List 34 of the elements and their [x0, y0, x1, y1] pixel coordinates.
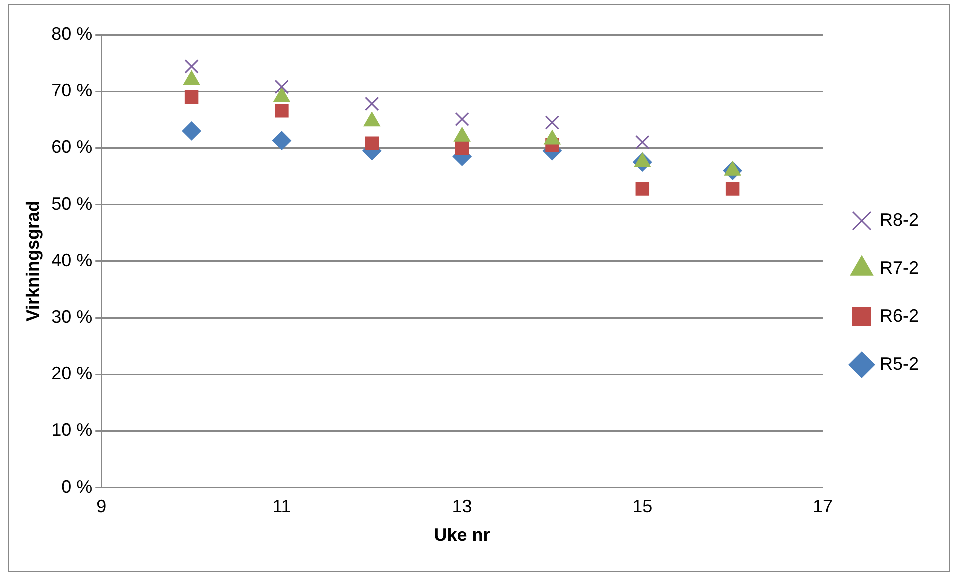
point [184, 60, 199, 74]
x-tick-label: 9 [96, 496, 107, 517]
point [182, 122, 202, 141]
point [184, 90, 199, 104]
y-tick-label: 30 % [52, 306, 93, 327]
x-tick-label: 11 [272, 496, 292, 517]
point [365, 136, 379, 151]
y-tick-label: 40 % [52, 250, 93, 270]
y-tick-label: 0 % [62, 476, 93, 497]
legend-label: R5-2 [880, 354, 919, 374]
y-tick-label: 10 % [52, 420, 93, 440]
x-tick-label: 17 [812, 496, 833, 517]
legend-label: R6-2 [880, 306, 919, 326]
point [272, 131, 292, 150]
point [636, 182, 650, 196]
point [455, 141, 470, 156]
legend-label: R8-2 [880, 210, 919, 230]
y-tick-label: 20 % [52, 364, 93, 384]
x-tick-label: 13 [452, 496, 472, 517]
point [636, 135, 650, 150]
y-tick-label: 60 % [52, 137, 93, 158]
point [545, 116, 560, 130]
point [274, 80, 290, 94]
point [275, 104, 289, 118]
y-tick-label: 80 % [52, 24, 93, 44]
y-tick-label: 50 % [52, 194, 93, 214]
y-tick-label: 70 % [52, 80, 93, 101]
point [365, 96, 380, 112]
legend-label: R7-2 [880, 258, 919, 278]
x-tick-label: 15 [632, 496, 653, 517]
point [455, 112, 470, 126]
point [726, 182, 740, 196]
x-axis-title: Uke nr [434, 525, 490, 546]
y-axis-title: Virkningsgrad [22, 201, 43, 322]
